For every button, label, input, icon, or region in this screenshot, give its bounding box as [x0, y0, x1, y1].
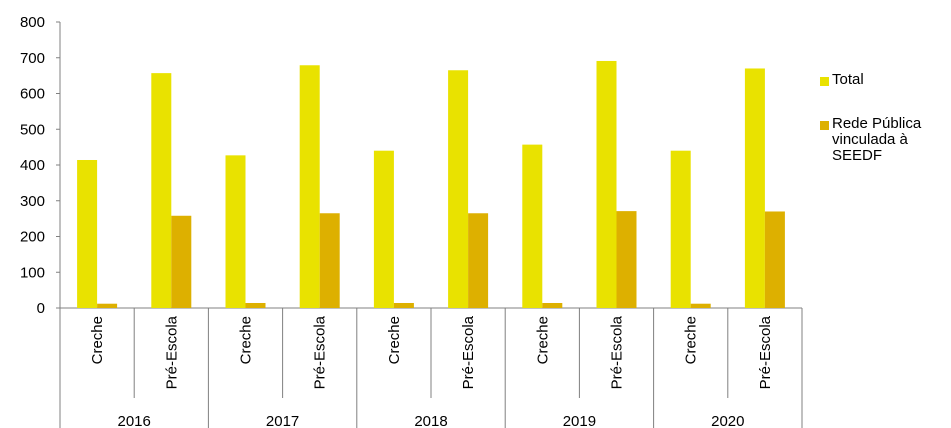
bar-rede-publica: [764, 211, 785, 308]
bar-rede-publica: [97, 303, 118, 308]
group-label: 2016: [118, 413, 151, 428]
category-label: Pré-Escola: [460, 315, 477, 389]
category-label: Pré-Escola: [312, 315, 329, 389]
bar-total: [151, 73, 172, 308]
legend-label-rede-publica: Rede Pública vinculada à SEEDF: [832, 115, 922, 164]
bar-total: [448, 70, 469, 308]
category-label: Pré-Escola: [609, 315, 626, 389]
bar-total: [670, 150, 691, 308]
bar-rede-publica: [542, 302, 563, 308]
group-label: 2019: [563, 413, 596, 428]
category-label: Creche: [386, 316, 403, 364]
category-label: Creche: [534, 316, 551, 364]
y-tick-label: 300: [20, 193, 45, 210]
category-label: Creche: [683, 316, 700, 364]
group-label: 2017: [266, 413, 299, 428]
y-tick-label: 0: [37, 300, 45, 317]
legend-label-total: Total: [832, 71, 864, 88]
bars: [77, 60, 785, 308]
bar-total: [77, 159, 98, 308]
category-label: Creche: [89, 316, 106, 364]
category-label: Creche: [238, 316, 255, 364]
legend-item-total: Total: [820, 72, 950, 88]
category-labels: Creche Pré-Escola Creche Pré-Escola Creche Pr…: [89, 315, 774, 389]
legend: Total Rede Pública vinculada à SEEDF: [820, 72, 950, 192]
bar-total: [373, 150, 394, 308]
bar-rede-publica: [690, 303, 711, 308]
category-label: Pré-Escola: [757, 315, 774, 389]
y-tick-label: 800: [20, 14, 45, 31]
bar-rede-publica: [468, 213, 489, 308]
bar-rede-publica: [393, 302, 414, 308]
bar-total: [225, 155, 246, 308]
y-tick-label: 600: [20, 86, 45, 103]
y-tick-label: 400: [20, 157, 45, 174]
bar-rede-publica: [319, 213, 340, 308]
group-label: 2018: [414, 413, 447, 428]
bar-total: [596, 60, 617, 308]
bar-rede-publica: [616, 211, 637, 308]
legend-swatch-rede-publica: [820, 121, 829, 130]
y-tick-label: 200: [20, 229, 45, 246]
group-label: 2020: [711, 413, 744, 428]
y-tick-label: 100: [20, 264, 45, 281]
bar-rede-publica: [171, 215, 192, 308]
category-label: Pré-Escola: [163, 315, 180, 389]
y-tick-label: 700: [20, 50, 45, 67]
y-tick-label: 500: [20, 121, 45, 138]
bar-rede-publica: [245, 302, 266, 308]
bar-total: [744, 68, 765, 308]
y-axis-tick-labels: 0 100 200 300 400 500 600 700 800: [20, 14, 45, 317]
bar-total: [522, 144, 543, 308]
bar-total: [299, 65, 320, 308]
legend-swatch-total: [820, 77, 829, 86]
legend-item-rede-publica: Rede Pública vinculada à SEEDF: [820, 116, 950, 164]
group-labels: 2016 2017 2018 2019 2020: [118, 413, 745, 428]
bar-chart: 0 100 200 300 400 500 600 700 800 Creche Pré-Esco…: [20, 14, 803, 428]
